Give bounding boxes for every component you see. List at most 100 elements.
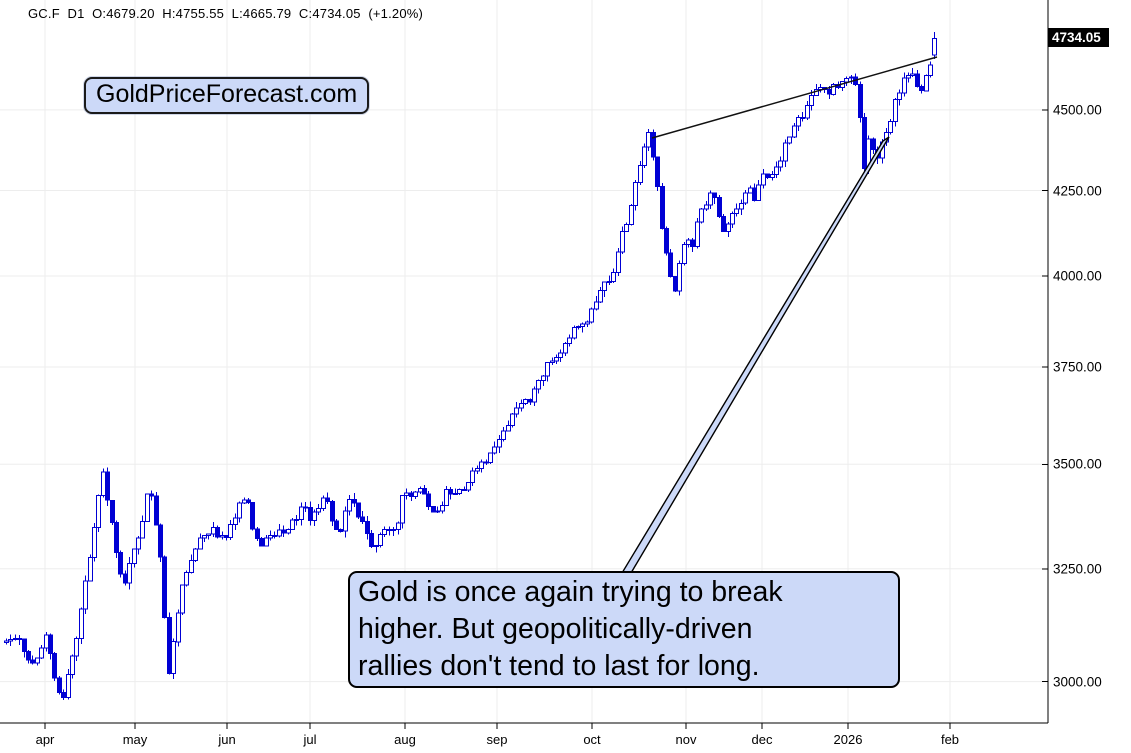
candle-up	[563, 342, 568, 354]
candle-up	[633, 181, 638, 206]
candle-up	[734, 208, 739, 215]
candle-down	[664, 227, 669, 254]
candle-up	[479, 461, 484, 469]
candle-up	[290, 519, 295, 530]
candle-down	[61, 691, 66, 698]
candle-up	[189, 560, 194, 573]
candle-up	[897, 92, 902, 101]
candle-down	[800, 117, 805, 120]
annotation-line: higher. But geopolitically-driven	[358, 613, 753, 645]
candle-up	[83, 580, 88, 610]
x-axis-label: apr	[35, 732, 55, 747]
candle-up	[492, 446, 497, 454]
annotation-box: Gold is once again trying to break highe…	[348, 571, 900, 688]
candle-up	[519, 402, 524, 409]
candle-up	[589, 308, 594, 323]
candle-up	[510, 413, 515, 426]
candle-down	[57, 677, 62, 693]
candle-up	[550, 360, 555, 364]
candle-up	[176, 612, 181, 643]
candle-down	[303, 506, 308, 509]
candle-up	[237, 502, 242, 519]
logo-text: GoldPriceForecast.com	[96, 80, 358, 108]
candle-down	[352, 498, 357, 504]
candle-up	[220, 534, 225, 538]
candle-up	[638, 165, 643, 183]
x-axis-label: jul	[303, 732, 317, 747]
candle-up	[171, 641, 176, 674]
candle-up	[242, 499, 247, 504]
candle-up	[286, 528, 291, 534]
candle-up	[497, 439, 502, 448]
candle-up	[770, 174, 775, 179]
candle-up	[787, 136, 792, 144]
trendline-resistance[interactable]	[651, 56, 938, 139]
candle-up	[202, 535, 207, 539]
candle-down	[105, 471, 110, 501]
x-axis-label: may	[122, 732, 148, 747]
candle-up	[233, 517, 238, 526]
candle-down	[862, 117, 867, 169]
candle-down	[484, 461, 489, 464]
candle-down	[668, 252, 673, 277]
candle-up	[211, 527, 216, 535]
candle-up	[910, 73, 915, 76]
candle-up	[558, 352, 563, 359]
candle-down	[325, 497, 330, 503]
candle-up	[140, 521, 145, 539]
x-axis-label: jun	[218, 732, 236, 747]
candle-up	[374, 544, 379, 547]
candle-up	[928, 64, 933, 77]
candle-up	[792, 125, 797, 138]
candle-down	[123, 573, 128, 584]
candle-down	[26, 651, 31, 661]
candle-up	[475, 468, 480, 472]
x-axis-label: dec	[751, 732, 773, 747]
candle-up	[642, 146, 647, 167]
candle-up	[264, 537, 269, 547]
candle-up	[536, 380, 541, 390]
candle-down	[334, 520, 339, 531]
candle-up	[228, 524, 233, 538]
y-axis-label: 3000.00	[1053, 674, 1102, 690]
candle-up	[180, 584, 185, 614]
candle-down	[365, 521, 370, 534]
candle-up	[470, 470, 475, 484]
candle-up	[932, 37, 937, 56]
candle-up	[554, 357, 559, 362]
candle-down	[712, 192, 717, 199]
candle-up	[453, 493, 458, 496]
candle-up	[580, 323, 585, 327]
y-axis-label: 4000.00	[1053, 268, 1102, 284]
last-price-badge: 4734.05	[1048, 28, 1109, 47]
candle-down	[224, 534, 229, 538]
candle-up	[127, 562, 132, 584]
candle-up	[572, 326, 577, 339]
candle-up	[268, 534, 273, 539]
candle-up	[774, 166, 779, 175]
logo-badge: GoldPriceForecast.com	[84, 77, 370, 114]
candle-up	[594, 301, 599, 310]
candle-down	[827, 88, 832, 95]
candle-down	[660, 186, 665, 229]
candle-up	[39, 647, 44, 659]
candle-down	[246, 499, 251, 504]
candle-down	[259, 538, 264, 547]
candle-down	[272, 534, 277, 537]
candle-up	[35, 657, 40, 664]
candle-up	[488, 452, 493, 464]
candle-down	[154, 495, 159, 526]
candle-down	[721, 216, 726, 232]
candle-up	[13, 637, 18, 641]
candle-up	[400, 495, 405, 524]
candle-up	[206, 533, 211, 537]
candle-down	[462, 488, 467, 491]
candle-up	[79, 608, 84, 640]
candle-up	[184, 571, 189, 586]
candle-up	[629, 204, 634, 225]
candle-up	[396, 522, 401, 530]
candle-down	[651, 132, 656, 158]
candle-up	[796, 117, 801, 127]
candle-up	[92, 526, 97, 559]
